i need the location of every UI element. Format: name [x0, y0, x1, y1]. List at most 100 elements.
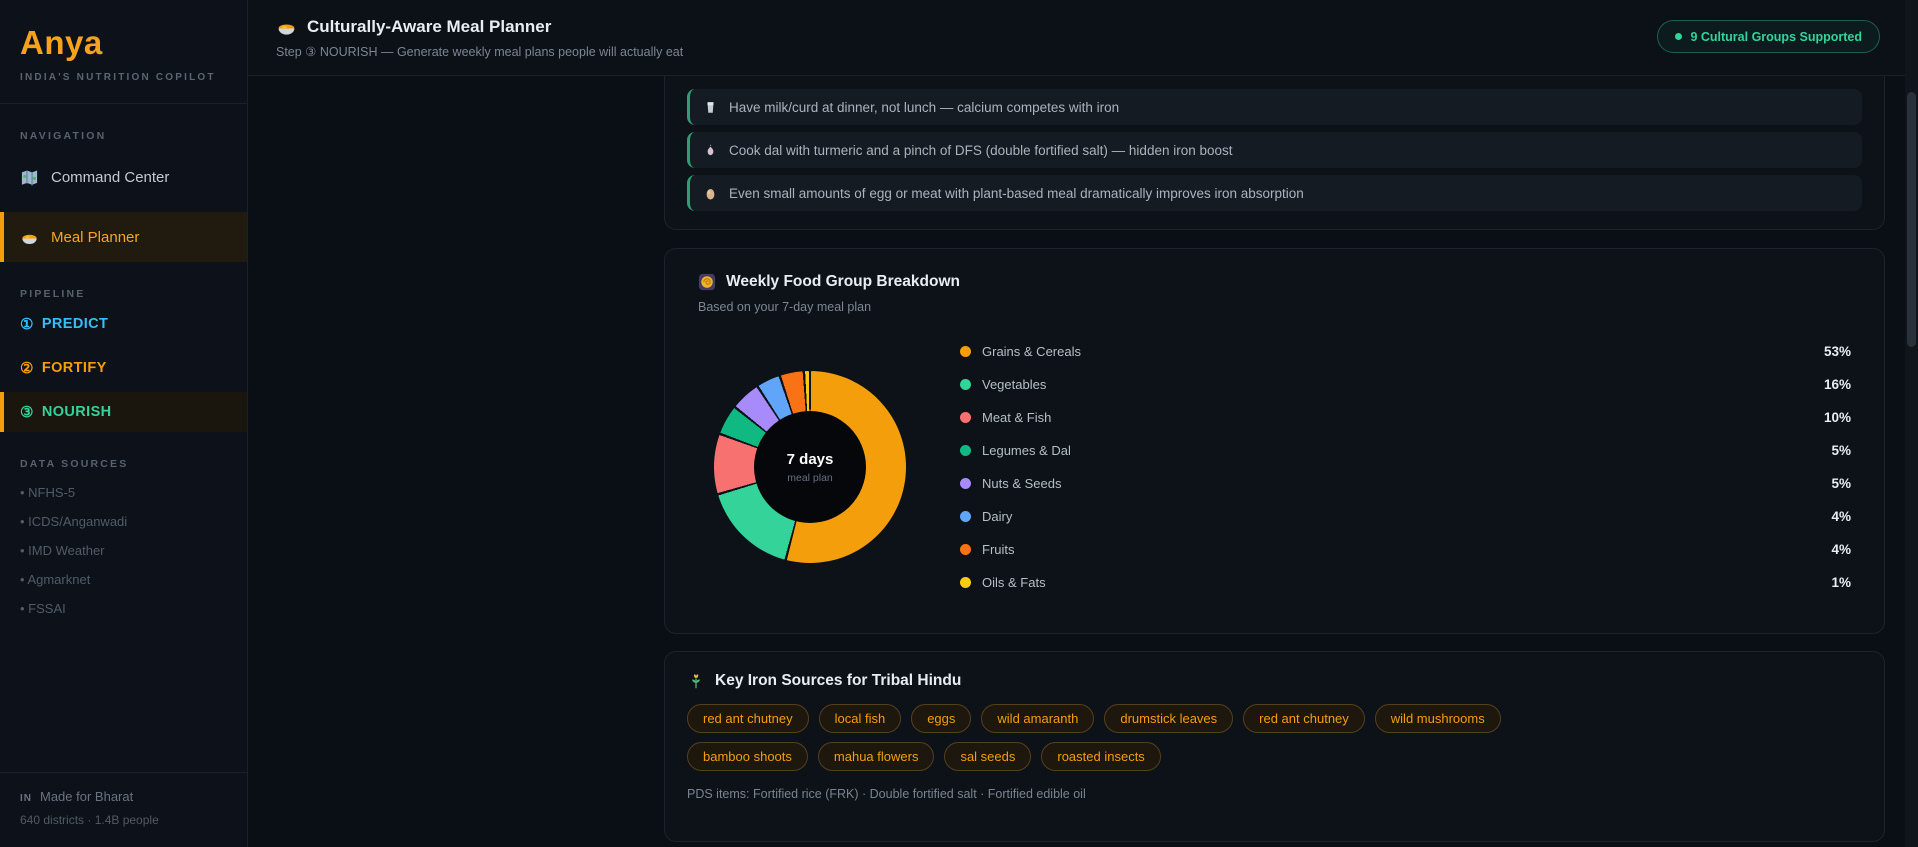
- legend-value: 5%: [1831, 443, 1851, 458]
- iron-source-tag: wild mushrooms: [1374, 704, 1501, 733]
- sidebar-item-label: Command Center: [51, 168, 170, 186]
- sidebar-item-command-center[interactable]: Command Center: [0, 152, 247, 202]
- legend-value: 53%: [1823, 344, 1851, 359]
- chart-subtitle: Based on your 7-day meal plan: [698, 300, 872, 314]
- page-title: Culturally-Aware Meal Planner: [307, 17, 552, 36]
- chart-legend: Grains & Cereals 53% Vegetables 16% Meat & F…: [960, 335, 1851, 599]
- scrollbar-track[interactable]: [1905, 0, 1918, 847]
- iron-sources-title: Key Iron Sources for Tribal Hindu: [715, 672, 962, 689]
- step-2-icon: ②: [20, 360, 34, 377]
- curry-bowl-icon: [20, 228, 39, 247]
- pipeline-item-predict[interactable]: ① PREDICT: [0, 304, 247, 344]
- curry-bowl-icon: [276, 17, 297, 38]
- cultural-groups-badge: 9 Cultural Groups Supported: [1657, 20, 1880, 53]
- nav-section-label: NAVIGATION: [20, 130, 107, 142]
- legend-dot-icon: [960, 511, 971, 522]
- data-sources-list: NFHS-5 ICDS/Anganwadi IMD Weather Agmark…: [0, 478, 247, 623]
- legend-value: 5%: [1831, 476, 1851, 491]
- swirl-icon: [698, 273, 716, 291]
- legend-label: Oils & Fats: [982, 575, 1046, 590]
- legend-value: 4%: [1831, 509, 1851, 524]
- legend-label: Vegetables: [982, 377, 1047, 392]
- pipeline-item-nourish[interactable]: ③ NOURISH: [0, 392, 247, 432]
- pipeline-item-label: FORTIFY: [41, 360, 107, 376]
- tip-text: Even small amounts of egg or meat with p…: [729, 185, 1304, 201]
- legend-row: Fruits 4%: [960, 533, 1851, 566]
- legend-label: Fruits: [982, 542, 1015, 557]
- tip-text: Cook dal with turmeric and a pinch of DF…: [729, 142, 1233, 158]
- footer-tagline: Made for Bharat: [40, 789, 134, 804]
- iron-source-tag: eggs: [911, 704, 972, 733]
- legend-value: 10%: [1823, 410, 1851, 425]
- data-sources-section-label: DATA SOURCES: [20, 458, 129, 470]
- donut-center: 7 days meal plan: [754, 411, 866, 523]
- iron-source-tag: wild amaranth: [981, 704, 1095, 733]
- pipeline-item-fortify[interactable]: ② FORTIFY: [0, 348, 247, 388]
- data-source-item: IMD Weather: [0, 536, 247, 565]
- tip-row: Cook dal with turmeric and a pinch of DF…: [687, 132, 1862, 168]
- step-1-icon: ①: [20, 316, 34, 333]
- legend-dot-icon: [960, 445, 971, 456]
- tip-row: Even small amounts of egg or meat with p…: [687, 175, 1862, 211]
- iron-source-tag: bamboo shoots: [687, 742, 808, 771]
- legend-label: Meat & Fish: [982, 410, 1052, 425]
- tip-row: Have milk/curd at dinner, not lunch — ca…: [687, 89, 1862, 125]
- badge-label: 9 Cultural Groups Supported: [1690, 29, 1862, 44]
- iron-source-tag: red ant chutney: [1243, 704, 1365, 733]
- legend-label: Nuts & Seeds: [982, 476, 1062, 491]
- legend-dot-icon: [960, 577, 971, 588]
- legend-label: Grains & Cereals: [982, 344, 1081, 359]
- legend-row: Grains & Cereals 53%: [960, 335, 1851, 368]
- legend-row: Legumes & Dal 5%: [960, 434, 1851, 467]
- data-source-item: ICDS/Anganwadi: [0, 507, 247, 536]
- scrollbar-thumb[interactable]: [1907, 92, 1916, 347]
- iron-source-tag: red ant chutney: [687, 704, 809, 733]
- app-logo: Anya: [20, 24, 103, 61]
- brand-block: Anya INDIA'S NUTRITION COPILOT: [0, 0, 247, 104]
- iron-sources-card: Key Iron Sources for Tribal Hindu red an…: [664, 651, 1885, 842]
- legend-dot-icon: [960, 478, 971, 489]
- world-map-icon: [20, 168, 39, 187]
- page-subtitle: Step ③ NOURISH — Generate weekly meal pl…: [276, 44, 684, 59]
- donut-chart: 7 days meal plan: [714, 371, 906, 563]
- data-source-item: NFHS-5: [0, 478, 247, 507]
- app-tagline: INDIA'S NUTRITION COPILOT: [20, 72, 216, 83]
- legend-value: 4%: [1831, 542, 1851, 557]
- chart-title: Weekly Food Group Breakdown: [726, 273, 960, 290]
- legend-row: Nuts & Seeds 5%: [960, 467, 1851, 500]
- step-3-icon: ③: [20, 404, 34, 421]
- sidebar-footer: IN Made for Bharat 640 districts · 1.4B p…: [0, 772, 247, 847]
- legend-label: Legumes & Dal: [982, 443, 1071, 458]
- legend-row: Oils & Fats 1%: [960, 566, 1851, 599]
- iron-source-tag: drumstick leaves: [1104, 704, 1234, 733]
- plant-icon: [687, 672, 705, 690]
- pds-items-note: PDS items: Fortified rice (FRK) · Double…: [687, 787, 1086, 801]
- page-header: Culturally-Aware Meal Planner Step ③ NOU…: [248, 0, 1918, 76]
- status-dot-icon: [1675, 33, 1683, 40]
- legend-row: Vegetables 16%: [960, 368, 1851, 401]
- footer-stats: 640 districts · 1.4B people: [20, 813, 159, 827]
- legend-dot-icon: [960, 346, 971, 357]
- legend-label: Dairy: [982, 509, 1013, 524]
- garlic-icon: [703, 143, 718, 158]
- content-scroll-area: Have milk/curd at dinner, not lunch — ca…: [248, 76, 1918, 847]
- data-source-item: Agmarknet: [0, 565, 247, 594]
- legend-dot-icon: [960, 412, 971, 423]
- milk-glass-icon: [703, 100, 718, 115]
- data-source-item: FSSAI: [0, 594, 247, 623]
- legend-dot-icon: [960, 379, 971, 390]
- egg-icon: [703, 186, 718, 201]
- sidebar: Anya INDIA'S NUTRITION COPILOT NAVIGATIO…: [0, 0, 248, 847]
- donut-center-title: 7 days: [786, 450, 834, 468]
- food-group-breakdown-card: Weekly Food Group Breakdown Based on you…: [664, 248, 1885, 634]
- pipeline-section-label: PIPELINE: [20, 288, 86, 300]
- pipeline-item-label: NOURISH: [41, 404, 112, 420]
- legend-row: Meat & Fish 10%: [960, 401, 1851, 434]
- india-flag-icon: IN: [20, 793, 32, 804]
- legend-dot-icon: [960, 544, 971, 555]
- main-area: Culturally-Aware Meal Planner Step ③ NOU…: [248, 0, 1918, 847]
- legend-row: Dairy 4%: [960, 500, 1851, 533]
- sidebar-item-meal-planner[interactable]: Meal Planner: [0, 212, 247, 262]
- donut-center-subtitle: meal plan: [787, 471, 833, 484]
